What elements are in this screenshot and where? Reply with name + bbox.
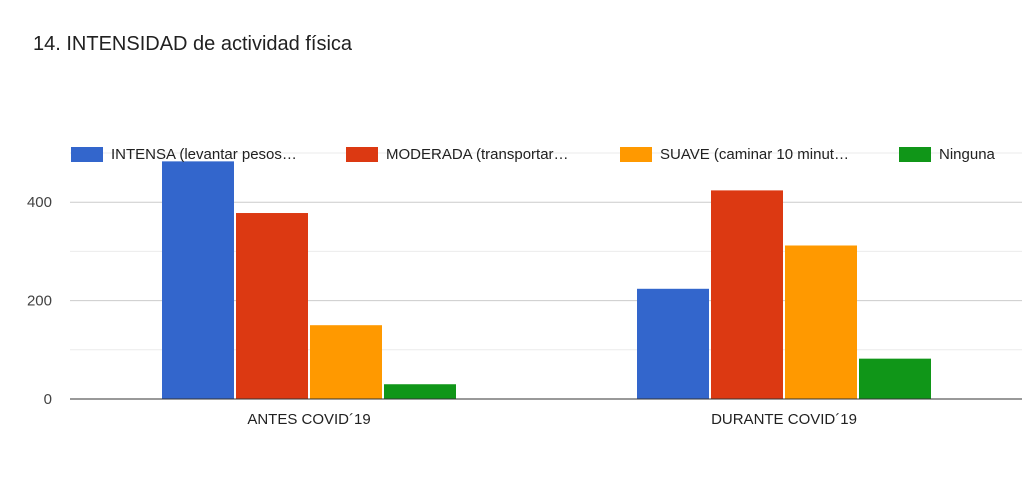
legend-label: MODERADA (transportar… (386, 146, 569, 163)
y-tick-label: 200 (27, 293, 52, 310)
bar-4-1[interactable] (384, 384, 456, 399)
legend-label: INTENSA (levantar pesos… (111, 146, 297, 163)
bar-1-1[interactable] (162, 161, 234, 399)
legend-item[interactable]: MODERADA (transportar… (346, 146, 569, 163)
chart-title: 14. INTENSIDAD de actividad física (33, 33, 353, 55)
bar-1-2[interactable] (637, 288, 709, 399)
bar-3-2[interactable] (785, 245, 857, 399)
bar-2-2[interactable] (711, 190, 783, 399)
legend-swatch (71, 147, 103, 162)
axes: 0 200 400 ANTES COVID´19 DURANTE COVID´19 (27, 194, 1022, 428)
legend-item[interactable]: Ninguna (899, 146, 996, 163)
legend[interactable]: INTENSA (levantar pesos… MODERADA (transp… (71, 146, 996, 163)
legend-label: Ninguna (939, 146, 996, 163)
bar-2-1[interactable] (236, 213, 308, 399)
bar-4-2[interactable] (859, 358, 931, 399)
bars (162, 161, 931, 399)
legend-swatch (620, 147, 652, 162)
gridlines (70, 152, 1022, 351)
legend-swatch (899, 147, 931, 162)
legend-item[interactable]: INTENSA (levantar pesos… (71, 146, 297, 163)
legend-swatch (346, 147, 378, 162)
y-tick-label: 0 (44, 391, 52, 408)
y-tick-label: 400 (27, 194, 52, 211)
x-category-label: ANTES COVID´19 (247, 411, 370, 428)
legend-item[interactable]: SUAVE (caminar 10 minut… (620, 146, 849, 163)
x-category-label: DURANTE COVID´19 (711, 411, 857, 428)
legend-label: SUAVE (caminar 10 minut… (660, 146, 849, 163)
bar-3-1[interactable] (310, 325, 382, 399)
